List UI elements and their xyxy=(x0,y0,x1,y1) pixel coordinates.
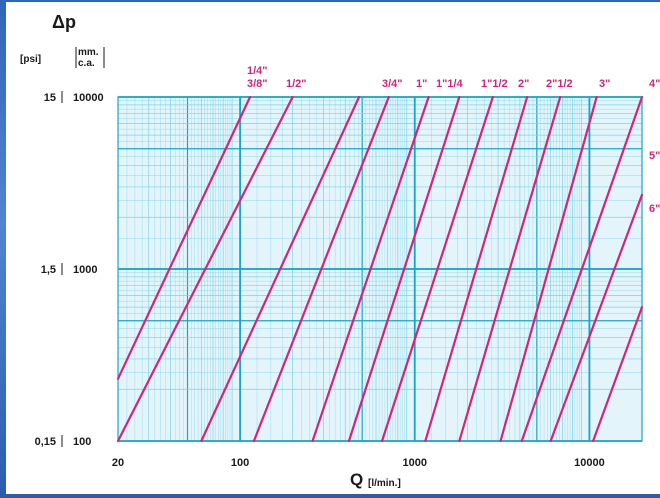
series-line xyxy=(311,95,430,443)
series-line xyxy=(116,95,294,443)
series-line xyxy=(200,95,361,443)
series-line xyxy=(116,95,252,380)
y-tick-label-psi: 15 xyxy=(44,92,56,104)
series-label: 6" xyxy=(649,203,660,215)
x-tick-label: 100 xyxy=(231,457,249,469)
y-axis-unit-mm-line2: c.a. xyxy=(78,58,95,69)
series-line xyxy=(549,193,644,443)
series-label: 1" xyxy=(416,78,427,90)
y-tick-label-mm: 1000 xyxy=(73,264,97,276)
y-axis-unit-psi: [psi] xyxy=(20,54,41,65)
series-line xyxy=(252,95,390,443)
series-line xyxy=(380,95,494,443)
series-line xyxy=(347,95,461,443)
x-tick-label: 20 xyxy=(112,457,124,469)
series-label: 1/2" xyxy=(286,78,307,90)
series-line xyxy=(424,95,529,443)
series-line xyxy=(458,95,562,443)
x-axis-unit: [l/min.] xyxy=(368,478,401,489)
series-label: 1"1/2 xyxy=(481,78,508,90)
x-tick-label: 1000 xyxy=(403,457,427,469)
chart-text: Δp [psi] mm. c.a. Q [l/min.] 1/4"3/8" 1/2… xyxy=(20,12,660,489)
series-label: 4" xyxy=(649,78,660,90)
series-label: 1"1/4 xyxy=(436,78,464,90)
series-lines xyxy=(116,95,644,443)
y-axis-unit-mm-line1: mm. xyxy=(78,47,99,58)
series-line xyxy=(592,306,644,443)
y-tick-label-psi: 0,15 xyxy=(35,436,56,448)
series-label: 3" xyxy=(599,78,610,90)
series-label: 2"1/2 xyxy=(546,78,573,90)
grid xyxy=(117,96,643,442)
series-label: 2" xyxy=(518,78,529,90)
plot-border xyxy=(117,96,643,442)
series-label: 1/4" xyxy=(247,65,268,77)
y-tick-label-mm: 10000 xyxy=(73,92,104,104)
series-label: 5" xyxy=(649,150,660,162)
y-tick-label-psi: 1,5 xyxy=(41,264,56,276)
y-axis-title: Δp xyxy=(52,12,76,32)
series-line xyxy=(520,95,644,443)
series-line xyxy=(499,95,598,443)
y-tick-label-mm: 100 xyxy=(73,436,91,448)
series-label: 3/4" xyxy=(382,78,403,90)
x-axis-title: Q xyxy=(350,470,363,489)
x-tick-label: 10000 xyxy=(574,457,605,469)
series-label: 3/8" xyxy=(247,78,268,90)
